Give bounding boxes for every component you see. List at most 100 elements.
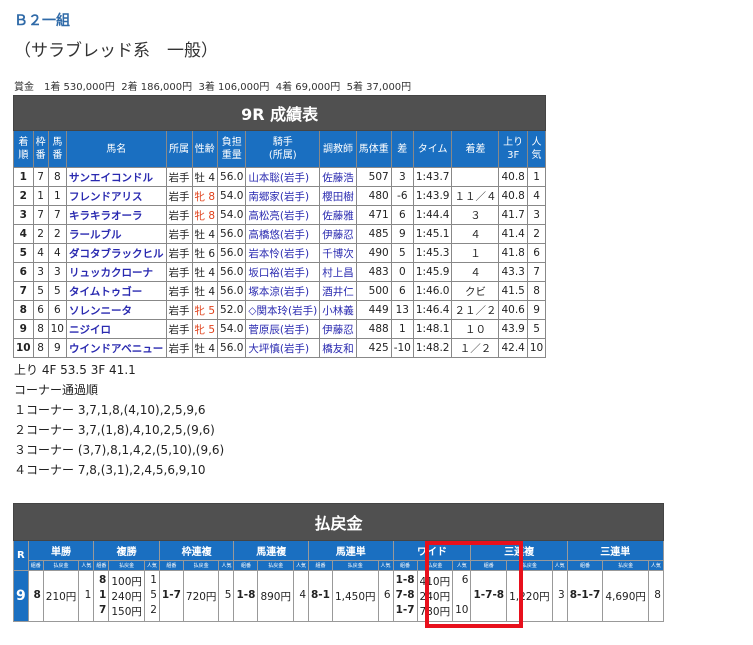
table-cell: 41.5 (498, 281, 528, 301)
trainer-link[interactable]: 櫻田樹 (319, 186, 357, 206)
payout-value: 1 (150, 573, 157, 586)
jockey-link[interactable]: 塚本涼(岩手) (245, 281, 321, 301)
table-cell: 岩手 (165, 167, 193, 187)
horse-name-link[interactable]: タイムトゥゴー (66, 281, 167, 301)
column-header: 所属 (165, 130, 193, 168)
jockey-link[interactable]: 山本聡(岩手) (245, 167, 321, 187)
table-cell: 7 (47, 205, 68, 225)
trainer-link[interactable]: 伊藤忍 (319, 224, 357, 244)
table-cell: 507 (355, 167, 392, 187)
table-cell (451, 167, 500, 187)
table-cell: 6 (47, 300, 68, 320)
jockey-link[interactable]: ◇関本玲(岩手) (245, 300, 321, 320)
table-cell: 8 (526, 281, 547, 301)
table-cell: 7 (526, 262, 547, 282)
table-cell: 岩手 (165, 281, 193, 301)
horse-name-link[interactable]: ニジイロ (66, 319, 167, 339)
table-cell: 5 (47, 281, 68, 301)
trainer-link[interactable]: 佐藤雅 (319, 205, 357, 225)
table-cell: 8 (13, 300, 34, 320)
table-cell: 2 (526, 224, 547, 244)
table-cell: 1 (526, 167, 547, 187)
payout-cell: 1,450円 (331, 570, 379, 622)
payout-value: 5 (150, 588, 157, 601)
horse-name-link[interactable]: ソレンニータ (66, 300, 167, 320)
table-cell: 2 (32, 224, 49, 244)
horse-name-link[interactable]: リュッカクローナ (66, 262, 167, 282)
table-cell: 1:46.4 (412, 300, 453, 320)
payout-cell: 6 (377, 570, 394, 622)
payout-value: 6 (461, 573, 469, 586)
table-cell: 1:45.1 (412, 224, 453, 244)
table-cell: 5 (390, 243, 414, 263)
table-cell: 牝 5 (191, 319, 219, 339)
table-cell: 牡 4 (191, 262, 219, 282)
payout-subheader: 人気 (551, 560, 568, 571)
trainer-link[interactable]: 佐藤浩 (319, 167, 357, 187)
horse-name-link[interactable]: キラキラオーラ (66, 205, 167, 225)
table-row: 10 8 9 ウインドアベニュー 岩手牡 4 56.0 大坪慎(岩手) 橋友和 425 -10 1:… (13, 338, 547, 358)
jockey-link[interactable]: 坂口裕(岩手) (245, 262, 321, 282)
jockey-link[interactable]: 南郷家(岩手) (245, 186, 321, 206)
table-cell: 牡 4 (191, 224, 219, 244)
table-cell: 7 (32, 167, 49, 187)
horse-name-link[interactable]: ウインドアベニュー (66, 338, 167, 358)
table-cell: 449 (355, 300, 392, 320)
table-cell: 490 (355, 243, 392, 263)
table-cell: 1 (390, 319, 414, 339)
horse-name-link[interactable]: サンエイコンドル (66, 167, 167, 187)
payout-value: 10 (455, 603, 469, 616)
table-cell: 1:43.7 (412, 167, 453, 187)
payout-subheader: 組番 (27, 560, 44, 571)
table-cell: 2 (13, 186, 34, 206)
table-cell: 13 (390, 300, 414, 320)
table-cell: 5 (32, 281, 49, 301)
table-cell: 6 (13, 262, 34, 282)
horse-name-link[interactable]: ダコタブラックヒル (66, 243, 167, 263)
jockey-link[interactable]: 高松亮(岩手) (245, 205, 321, 225)
jockey-link[interactable]: 岩本怜(岩手) (245, 243, 321, 263)
jockey-link[interactable]: 菅原辰(岩手) (245, 319, 321, 339)
table-cell: １ (451, 243, 500, 263)
table-row: 6 3 3 リュッカクローナ 岩手牡 4 56.0 坂口裕(岩手) 村上昌 483 0 1:45.9… (13, 262, 547, 282)
column-header: 馬体重 (355, 130, 392, 168)
table-cell: 牡 4 (191, 338, 219, 358)
payout-cell: 1 (78, 570, 95, 622)
trainer-link[interactable]: 村上昌 (319, 262, 357, 282)
horse-name-link[interactable]: ラールブル (66, 224, 167, 244)
table-cell: １１／４ (451, 186, 500, 206)
table-cell: 425 (355, 338, 392, 358)
table-cell: 牡 4 (191, 167, 219, 187)
payout-cell: 3 (551, 570, 568, 622)
table-row: 5 4 4 ダコタブラックヒル 岩手牡 6 56.0 岩本怜(岩手) 千博次 490 5 1:45.… (13, 243, 547, 263)
payout-subheader: 組番 (308, 560, 333, 571)
jockey-link[interactable]: 高橋悠(岩手) (245, 224, 321, 244)
payout-cell: 1-8 7-8 1-7 (392, 570, 418, 622)
table-cell: 3 (13, 205, 34, 225)
table-cell: 1:44.4 (412, 205, 453, 225)
race-number: 9 (13, 570, 29, 622)
table-cell: 7 (13, 281, 34, 301)
table-cell: 6 (390, 205, 414, 225)
trainer-link[interactable]: 橋友和 (319, 338, 357, 358)
table-cell: 1:48.2 (412, 338, 453, 358)
trainer-link[interactable]: 伊藤忍 (319, 319, 357, 339)
payout-value: 150円 (111, 605, 142, 618)
horse-name-link[interactable]: フレンドアリス (66, 186, 167, 206)
payout-value: 8 (33, 588, 41, 601)
payout-value: 1-7-8 (473, 588, 505, 601)
trainer-link[interactable]: 千博次 (319, 243, 357, 263)
payout-value: 210円 (45, 590, 77, 603)
payout-subheader: 人気 (78, 560, 95, 571)
table-cell: 9 (47, 338, 68, 358)
table-cell: 52.0 (217, 300, 247, 320)
payout-group-header: 三連単 (566, 540, 664, 561)
payout-subheader: 組番 (158, 560, 184, 571)
trainer-link[interactable]: 酒井仁 (319, 281, 357, 301)
table-cell: 牝 8 (191, 186, 219, 206)
table-cell: 56.0 (217, 338, 247, 358)
jockey-link[interactable]: 大坪慎(岩手) (245, 338, 321, 358)
payout-cell: 1-7-8 (470, 570, 508, 622)
trainer-link[interactable]: 小林義 (319, 300, 357, 320)
payout-value: 1,450円 (334, 590, 376, 603)
